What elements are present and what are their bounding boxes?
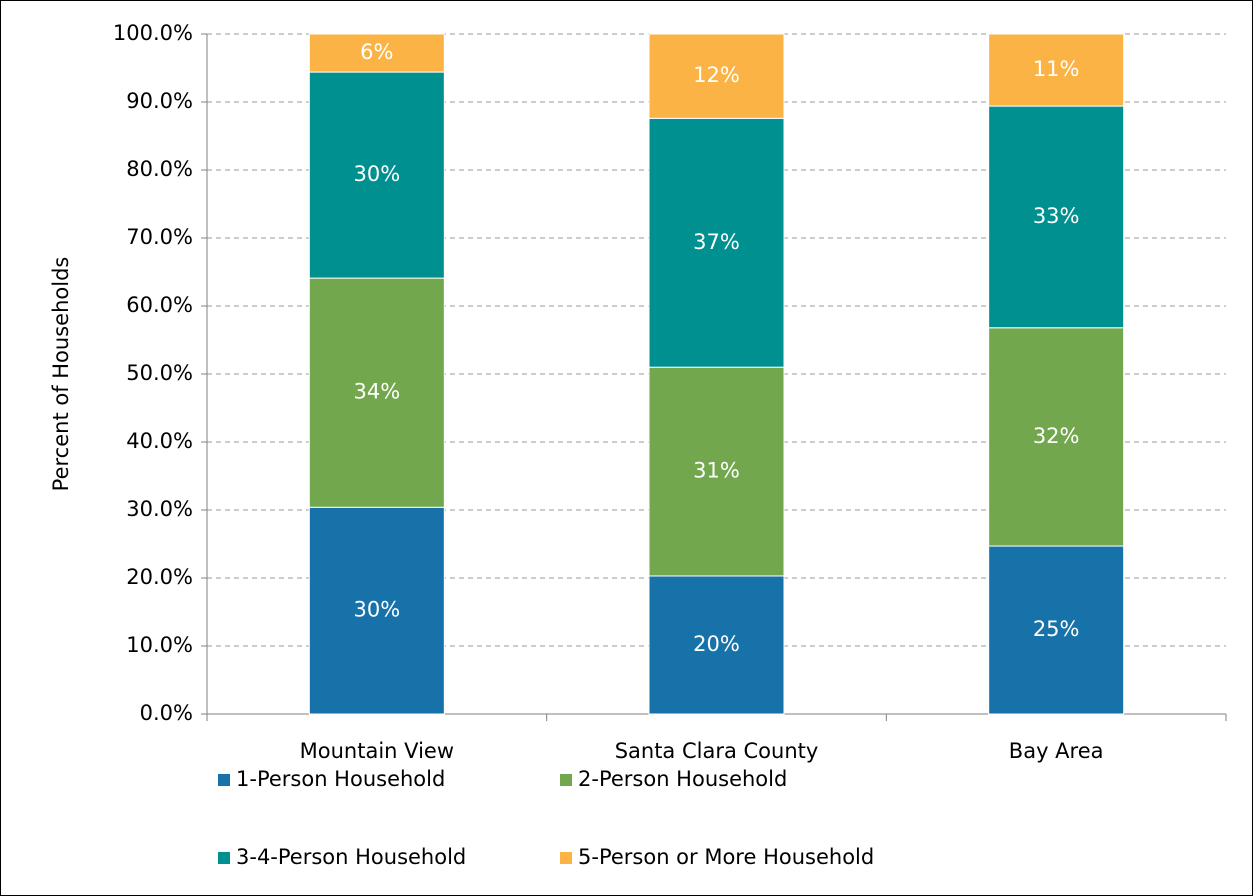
data-label: 32%	[1033, 424, 1080, 448]
legend-label: 1-Person Household	[236, 767, 445, 791]
bar-segment	[308, 71, 445, 279]
y-axis-title: Percent of Households	[49, 257, 73, 492]
data-label: 31%	[693, 459, 740, 483]
legend-label: 2-Person Household	[578, 767, 787, 791]
data-label: 30%	[353, 162, 400, 186]
y-tick-label: 20.0%	[126, 565, 193, 589]
legend-label: 3-4-Person Household	[236, 845, 466, 869]
legend-swatch	[560, 774, 572, 786]
bar-segment	[648, 117, 785, 368]
bar-segment	[988, 105, 1125, 329]
data-label: 34%	[353, 380, 400, 404]
y-tick-label: 90.0%	[126, 89, 193, 113]
y-tick-label: 100.0%	[113, 21, 193, 45]
legend-swatch	[560, 852, 572, 864]
y-tick-label: 0.0%	[140, 701, 193, 725]
bar-segment	[648, 33, 785, 119]
bar-segment	[648, 575, 785, 715]
y-tick-label: 60.0%	[126, 293, 193, 317]
data-label: 33%	[1033, 204, 1080, 228]
data-label: 20%	[693, 632, 740, 656]
data-label: 11%	[1033, 57, 1080, 81]
data-label: 30%	[353, 598, 400, 622]
bar-segment	[308, 506, 445, 715]
legend-swatch	[218, 852, 230, 864]
bar-segment	[988, 327, 1125, 547]
y-tick-label: 40.0%	[126, 429, 193, 453]
data-label: 6%	[360, 40, 393, 64]
y-tick-label: 50.0%	[126, 361, 193, 385]
y-tick-label: 30.0%	[126, 497, 193, 521]
x-tick-label: Santa Clara County	[615, 739, 819, 763]
y-tick-label: 10.0%	[126, 633, 193, 657]
bar-segment	[308, 277, 445, 508]
x-tick-label: Mountain View	[300, 739, 454, 763]
data-label: 12%	[693, 63, 740, 87]
y-tick-label: 80.0%	[126, 157, 193, 181]
legend-swatch	[218, 774, 230, 786]
y-tick-label: 70.0%	[126, 225, 193, 249]
x-tick-label: Bay Area	[1009, 739, 1104, 763]
bar-segment	[988, 33, 1125, 107]
legend-label: 5-Person or More Household	[578, 845, 874, 869]
data-label: 37%	[693, 230, 740, 254]
bar-segment	[308, 33, 445, 73]
data-label: 25%	[1033, 617, 1080, 641]
bar-segment	[648, 366, 785, 577]
bar-segment	[988, 545, 1125, 715]
